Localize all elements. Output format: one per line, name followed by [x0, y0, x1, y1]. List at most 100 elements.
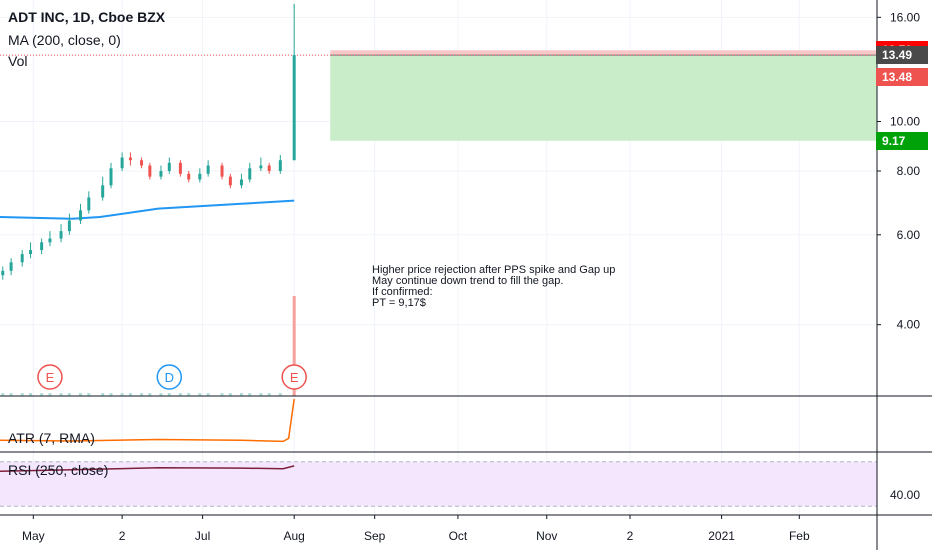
candle-body	[220, 165, 224, 177]
ma-legend[interactable]: MA (200, close, 0)	[8, 32, 121, 48]
candle-body	[292, 55, 296, 161]
candle-body	[120, 157, 124, 169]
earnings-event-marker: E	[37, 364, 63, 390]
volume-bar	[267, 393, 271, 396]
note-line: If confirmed:	[372, 286, 433, 298]
volume-bar	[159, 393, 163, 396]
note-line: PT = 9,17$	[372, 297, 426, 309]
volume-bar	[206, 393, 210, 396]
price-tick-label: 16.00	[890, 10, 920, 24]
candle-body	[228, 176, 232, 186]
volume-bar	[167, 393, 171, 396]
volume-bar	[20, 393, 24, 396]
event-circle	[37, 364, 63, 390]
volume-bar	[101, 393, 105, 396]
volume-bar	[178, 393, 182, 396]
volume-bar	[187, 393, 191, 396]
candle-body	[128, 157, 132, 161]
volume-legend[interactable]: Vol	[8, 53, 28, 69]
candle-body	[278, 160, 282, 172]
stop-loss-zone	[330, 50, 877, 56]
moving-average-line	[0, 199, 295, 220]
candle-body	[187, 173, 191, 180]
atr-legend[interactable]: ATR (7, RMA)	[8, 430, 95, 446]
time-tick-label: Nov	[536, 529, 557, 543]
time-tick-label: 2	[627, 529, 634, 543]
volume-bar	[1, 393, 5, 396]
time-axis-labels: May 2 Jul Aug Sep Oct Nov 2 2021 Feb	[22, 515, 810, 543]
rsi-legend[interactable]: RSI (250, close)	[8, 462, 109, 478]
candle-body	[1, 270, 5, 276]
candle-body	[239, 179, 243, 186]
candle-body	[178, 162, 182, 174]
event-label: E	[290, 370, 299, 385]
candle-body	[167, 162, 171, 172]
volume-bar	[198, 393, 202, 396]
time-tick-label: Jul	[195, 529, 210, 543]
volume-bar	[67, 393, 71, 396]
time-tick-label: Oct	[449, 529, 468, 543]
profit-target-zone	[330, 55, 877, 141]
rsi-line	[0, 465, 295, 473]
symbol-legend[interactable]: ADT INC, 1D, Cboe BZX	[8, 9, 166, 25]
time-tick-label: 2	[119, 529, 126, 543]
time-tick-label: May	[22, 529, 45, 543]
price-tick-label: 10.00	[890, 115, 920, 129]
event-circle	[156, 364, 183, 390]
event-circle	[281, 364, 307, 390]
volume-bar	[9, 393, 13, 396]
volume-bar	[59, 393, 63, 396]
candle-body	[101, 185, 105, 198]
volume-bar	[148, 393, 152, 396]
candle-body	[198, 173, 202, 180]
candle-body	[248, 168, 252, 180]
atr-line	[0, 398, 295, 443]
candle-body	[59, 231, 63, 239]
candle-body	[67, 220, 71, 232]
candle-body	[20, 254, 24, 263]
candles	[1, 3, 296, 280]
time-tick-label: Aug	[284, 529, 305, 543]
dividend-event-marker: D	[156, 364, 183, 390]
note-line: May continue down trend to fill the gap.	[372, 275, 564, 287]
volume-bar	[248, 393, 252, 396]
candle-body	[78, 210, 82, 221]
trade-idea-note: Higher price rejection after PPS spike a…	[372, 265, 615, 309]
earnings-event-marker: E	[281, 364, 307, 390]
last-price-tag: 13.49	[876, 46, 928, 65]
candle-body	[48, 238, 52, 243]
price-axis-labels: 4.00 6.00 8.00 10.00 16.00	[877, 10, 921, 332]
volume-bar	[120, 393, 124, 396]
candle-body	[40, 242, 44, 251]
volume-bar	[239, 393, 243, 396]
time-tick-label: Feb	[789, 529, 810, 543]
candle-body	[148, 165, 152, 177]
time-tick-label: 2021	[708, 529, 735, 543]
target-price-tag: 9.17	[876, 131, 928, 150]
volume-bar	[140, 393, 144, 396]
volume-bar	[128, 393, 132, 396]
candle-body	[109, 168, 113, 186]
event-label: D	[165, 370, 174, 385]
volume-bar	[292, 296, 296, 396]
candle-body	[206, 165, 210, 174]
price-tick-label: 8.00	[897, 164, 921, 178]
candle-body	[259, 165, 263, 169]
rsi-tick-label: 40.00	[890, 488, 920, 502]
volume-bar	[78, 393, 82, 396]
volume-bar	[228, 393, 232, 396]
entry-price-tag: 13.48	[876, 68, 928, 87]
volume-bar	[109, 393, 113, 396]
volume-bar	[40, 393, 44, 396]
candle-body	[267, 165, 271, 172]
price-tick-label: 6.00	[897, 228, 921, 242]
candle-body	[29, 250, 33, 255]
volume-bar	[87, 393, 91, 396]
note-line: Higher price rejection after PPS spike a…	[372, 264, 616, 276]
volume-bar	[29, 393, 33, 396]
candle-body	[140, 160, 144, 166]
candle-body	[159, 171, 163, 177]
rsi-band	[0, 461, 877, 507]
